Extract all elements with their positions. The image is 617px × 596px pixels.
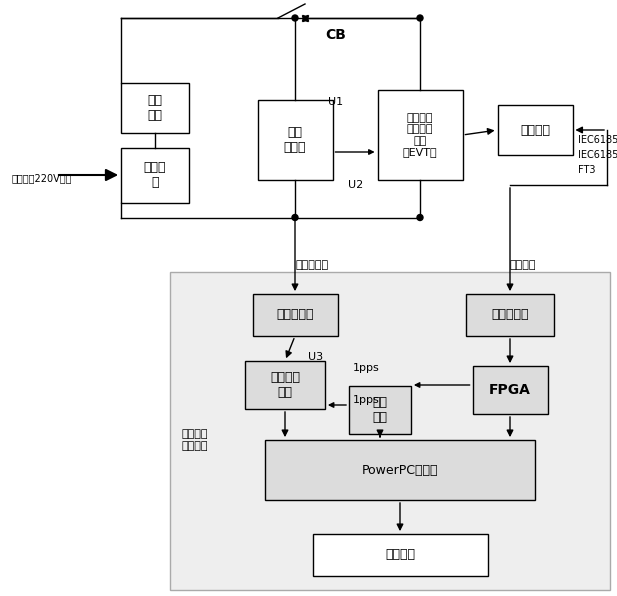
Text: 人机界面: 人机界面	[385, 548, 415, 561]
Bar	[170, 272, 610, 590]
Text: 信号调理
模块: 信号调理 模块	[270, 371, 300, 399]
Bar	[245, 361, 325, 409]
Bar	[378, 90, 463, 180]
Text: 待测电子
式电压互
感器
（EVT）: 待测电子 式电压互 感器 （EVT）	[403, 113, 437, 157]
Circle shape	[292, 215, 298, 221]
Text: 同步
模块: 同步 模块	[373, 396, 387, 424]
Circle shape	[292, 15, 298, 21]
Bar	[497, 105, 573, 155]
Text: 工频单相220V电源: 工频单相220V电源	[12, 173, 73, 183]
Bar	[473, 366, 547, 414]
Bar	[312, 534, 487, 576]
Text: 电压转换器: 电压转换器	[276, 309, 314, 321]
Text: U3: U3	[308, 352, 323, 362]
Text: 升压
单元: 升压 单元	[147, 94, 162, 122]
Text: 1pps: 1pps	[353, 363, 379, 373]
Text: 光纤收发器: 光纤收发器	[491, 309, 529, 321]
Text: 标准源信号: 标准源信号	[295, 260, 328, 270]
Text: PowerPC处理器: PowerPC处理器	[362, 464, 438, 476]
Circle shape	[417, 215, 423, 221]
Text: 高频
分压器: 高频 分压器	[284, 126, 306, 154]
Bar	[265, 440, 535, 500]
Text: IEC61850-9-1: IEC61850-9-1	[578, 135, 617, 145]
Text: CB: CB	[325, 28, 346, 42]
Text: 被测信号: 被测信号	[510, 260, 537, 270]
Bar	[121, 83, 189, 133]
Text: 变频电
源: 变频电 源	[144, 161, 166, 189]
Bar	[466, 294, 554, 336]
Text: FPGA: FPGA	[489, 383, 531, 397]
Text: 1pps: 1pps	[353, 395, 379, 405]
Bar	[257, 100, 333, 180]
Text: 频率特性
检测单元: 频率特性 检测单元	[182, 429, 209, 451]
Bar	[121, 147, 189, 203]
Text: FT3: FT3	[578, 165, 595, 175]
Circle shape	[417, 15, 423, 21]
Bar	[252, 294, 337, 336]
Text: U1: U1	[328, 97, 343, 107]
Text: 合并单元: 合并单元	[520, 123, 550, 136]
Bar	[349, 386, 411, 434]
Text: IEC61850-9-2: IEC61850-9-2	[578, 150, 617, 160]
Text: U2: U2	[348, 180, 363, 190]
